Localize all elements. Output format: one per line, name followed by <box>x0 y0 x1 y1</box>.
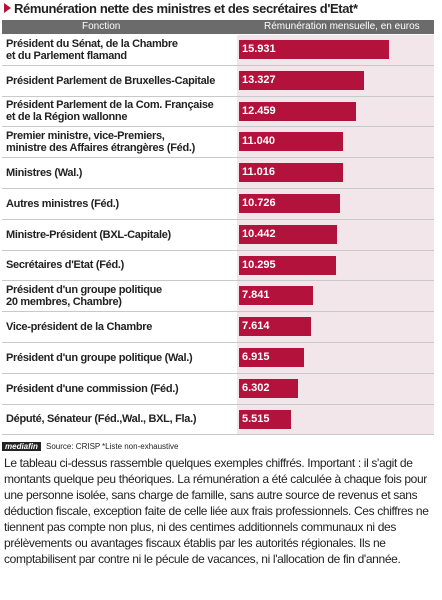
row: Premier ministre, vice-Premiers, ministr… <box>2 127 434 159</box>
value-label: 10.295 <box>242 258 276 271</box>
bar: 6.915 <box>239 347 305 367</box>
table-header: Fonction Rémunération mensuelle, en euro… <box>2 20 434 34</box>
source: Source: CRISP <box>46 442 101 451</box>
value-label: 11.016 <box>242 166 276 179</box>
category-label: Président d'une commission (Féd.) <box>6 382 179 395</box>
category-label: Président d'un groupe politique 20 membr… <box>6 284 162 309</box>
row: Président Parlement de Bruxelles-Capital… <box>2 65 434 97</box>
value-label: 7.841 <box>242 289 270 302</box>
bar-cell: 6.302 <box>237 373 434 404</box>
bar-cell: 7.614 <box>237 312 434 342</box>
category-label: Président Parlement de la Com. Française… <box>6 99 214 124</box>
bar-cell: 7.841 <box>237 281 434 312</box>
category-label: Ministres (Wal.) <box>6 167 83 180</box>
rows: Président du Sénat, de la Chambre et du … <box>2 35 434 436</box>
category-label: Secrétaires d'Etat (Féd.) <box>6 259 124 272</box>
category-label: Président Parlement de Bruxelles-Capital… <box>6 74 216 87</box>
value-label: 6.915 <box>242 350 270 363</box>
row: Secrétaires d'Etat (Féd.) 10.295 <box>2 250 434 282</box>
row: Président du Sénat, de la Chambre et du … <box>2 35 434 66</box>
title-icon <box>4 3 11 13</box>
bar-cell: 10.726 <box>237 188 434 219</box>
bar: 13.327 <box>239 70 365 90</box>
title-wrap: Rémunération nette des ministres et des … <box>4 1 358 16</box>
row: Député, Sénateur (Féd.,Wal., BXL, Fla.) 5… <box>2 404 434 436</box>
row: Président d'une commission (Féd.) 6.302 <box>2 373 434 405</box>
row: Président d'un groupe politique (Wal.) 6.… <box>2 342 434 374</box>
bar-cell: 6.915 <box>237 342 434 373</box>
bar: 15.931 <box>239 40 389 59</box>
bar-cell: 13.327 <box>237 65 434 96</box>
row: Autres ministres (Féd.) 10.726 <box>2 188 434 220</box>
bar: 5.515 <box>239 409 291 429</box>
value-label: 11.040 <box>242 135 276 148</box>
value-label: 5.515 <box>242 412 270 425</box>
bar-cell: 10.442 <box>237 219 434 250</box>
paragraph: Le tableau ci-dessus rassemble quelques … <box>4 456 429 566</box>
category-label: Député, Sénateur (Féd.,Wal., BXL, Fla.) <box>6 413 197 426</box>
value-label: 12.459 <box>242 104 276 117</box>
bar-cell: 15.931 <box>237 35 434 65</box>
value-label: 10.726 <box>242 196 276 209</box>
category-label: Premier ministre, vice-Premiers, ministr… <box>6 130 196 155</box>
row: Président d'un groupe politique 20 membr… <box>2 281 434 313</box>
bar: 11.040 <box>239 132 343 152</box>
bar: 6.302 <box>239 378 299 398</box>
bar-cell: 11.016 <box>237 158 434 188</box>
bar: 10.442 <box>239 224 338 244</box>
bar: 10.295 <box>239 255 336 275</box>
category-label: Ministre-Président (BXL-Capitale) <box>6 228 171 241</box>
value-label: 15.931 <box>242 43 276 55</box>
bar-cell: 12.459 <box>237 96 434 127</box>
row: Président Parlement de la Com. Française… <box>2 96 434 128</box>
row: Ministre-Président (BXL-Capitale) 10.442 <box>2 219 434 251</box>
bar: 7.614 <box>239 317 311 337</box>
category-label: Président du Sénat, de la Chambre et du … <box>6 37 178 62</box>
bar: 10.726 <box>239 193 340 213</box>
bar-cell: 10.295 <box>237 250 434 281</box>
column-label: Rémunération mensuelle, en euros <box>264 21 420 32</box>
value-label: 13.327 <box>242 73 276 86</box>
bar-cell: 5.515 <box>237 404 434 435</box>
category-label: Vice-président de la Chambre <box>6 321 153 334</box>
row: Ministres (Wal.) 11.016 <box>2 158 434 189</box>
bar: 11.016 <box>239 163 343 183</box>
column-label: Fonction <box>82 21 121 32</box>
bar: 12.459 <box>239 101 357 121</box>
chart-title: Rémunération nette des ministres et des … <box>14 1 358 16</box>
bar-cell: 11.040 <box>237 127 434 158</box>
value-label: 6.302 <box>242 381 270 394</box>
category-label: Président d'un groupe politique (Wal.) <box>6 351 193 364</box>
logo: mediafin <box>2 442 41 451</box>
bar: 7.841 <box>239 286 313 306</box>
row: Vice-président de la Chambre 7.614 <box>2 312 434 343</box>
value-label: 10.442 <box>242 227 276 240</box>
category-label: Autres ministres (Féd.) <box>6 197 119 210</box>
value-label: 7.614 <box>242 320 270 333</box>
note: *Liste non-exhaustive <box>102 442 179 451</box>
